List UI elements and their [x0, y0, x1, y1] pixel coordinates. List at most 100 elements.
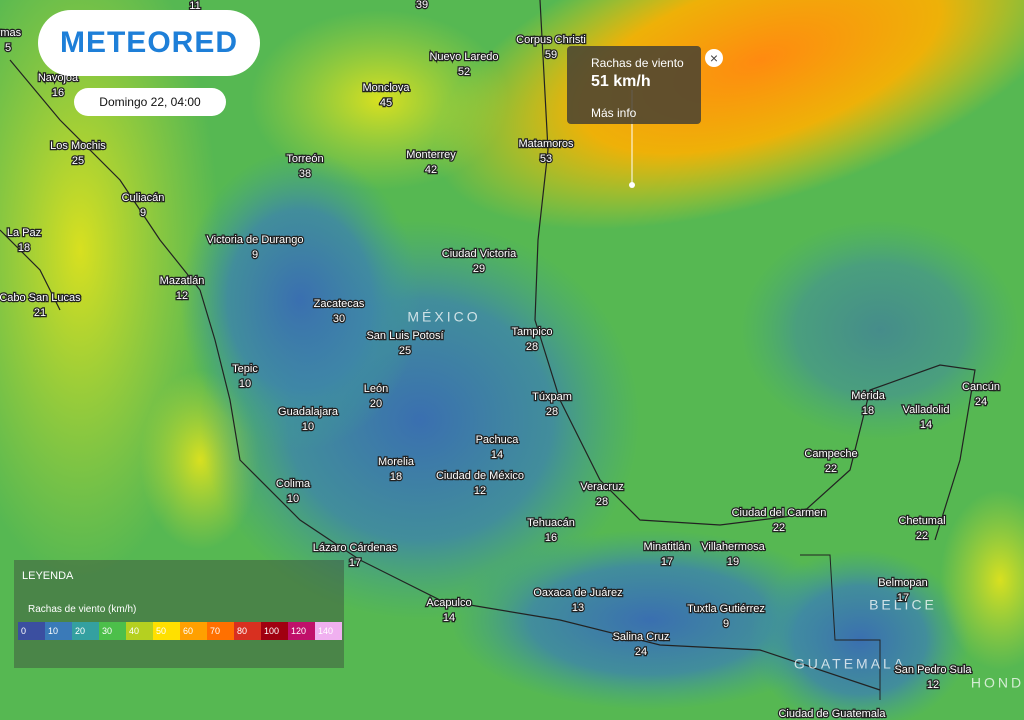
legend-tick: 20	[72, 622, 99, 640]
country-label: BELICE	[869, 597, 937, 613]
wind-area	[250, 10, 510, 190]
city-name: Corpus Christi	[516, 34, 586, 46]
coastline	[534, 0, 976, 541]
city-value: 22	[916, 530, 928, 542]
city-name: Ciudad de México	[436, 470, 524, 482]
city-name: Cabo San Lucas	[0, 292, 81, 304]
legend-tick: 80	[234, 622, 261, 640]
city-value: 18	[390, 471, 402, 483]
legend-tick: 30	[99, 622, 126, 640]
city-value: 52	[458, 66, 470, 78]
city-value: 9	[252, 249, 258, 261]
city-value: 25	[399, 345, 411, 357]
city-value: 19	[727, 556, 739, 568]
city-value: 28	[596, 496, 608, 508]
city-name: Victoria de Durango	[206, 234, 303, 246]
city-name: Minatitlán	[643, 541, 690, 553]
city-name: San Luis Potosí	[366, 330, 443, 342]
city-value: 39	[416, 0, 428, 11]
city-name: Ciudad Victoria	[442, 248, 517, 260]
city-name: San Pedro Sula	[894, 664, 972, 676]
city-name: Salina Cruz	[613, 631, 670, 643]
legend-tick: 10	[45, 622, 72, 640]
city-name: Pachuca	[476, 434, 520, 446]
city-name: Guadalajara	[278, 406, 339, 418]
date-pill[interactable]: Domingo 22, 04:00	[74, 88, 226, 116]
legend-scale: 0 10 20 30 40 50 60 70 80 100 120 140	[18, 622, 342, 640]
wind-area	[940, 490, 1024, 670]
legend-tick: 70	[207, 622, 234, 640]
coastline	[199, 289, 881, 691]
city-name: Belmopan	[878, 577, 928, 589]
city-value: 25	[72, 155, 84, 167]
city-value: 14	[491, 449, 503, 461]
city-name: Villahermosa	[701, 541, 765, 553]
city-value: 16	[545, 532, 557, 544]
close-button[interactable]: ×	[705, 49, 723, 67]
tooltip: Rachas de viento 51 km/h Más info ×	[567, 46, 723, 124]
city-value: 18	[862, 405, 874, 417]
legend-tick: 40	[126, 622, 153, 640]
city-name: Mazatlán	[160, 275, 205, 287]
city-name: Culiacán	[122, 192, 165, 204]
city-name: Tuxtla Gutiérrez	[687, 603, 765, 615]
city-name: Monclova	[362, 82, 410, 94]
city-name: Ciudad de Guatemala	[778, 708, 886, 720]
more-info[interactable]: Más info	[591, 106, 637, 120]
city-value: 24	[635, 646, 647, 658]
city-value: 59	[545, 49, 557, 61]
city-value: 12	[474, 485, 486, 497]
wind-area	[740, 220, 1020, 440]
city-name: Monterrey	[406, 149, 456, 161]
city-value: 18	[18, 242, 30, 254]
coastline	[0, 59, 201, 311]
city-value: 17	[897, 592, 909, 604]
city-name: Cancún	[962, 381, 1000, 393]
city-name: ymas	[0, 27, 22, 39]
city-value: 22	[773, 522, 785, 534]
city-value: 38	[299, 168, 311, 180]
city-value: 29	[473, 263, 485, 275]
city-value: 13	[572, 602, 584, 614]
city-value: 20	[370, 398, 382, 410]
logo[interactable]: METEORED	[38, 10, 260, 76]
city-name: Zacatecas	[314, 298, 365, 310]
city-value: 10	[302, 421, 314, 433]
tooltip-value: 51 km/h	[591, 73, 651, 90]
city-value: 28	[526, 341, 538, 353]
city-name: Acapulco	[426, 597, 471, 609]
city-value: 10	[239, 378, 251, 390]
city-value: 53	[540, 153, 552, 165]
city-name: Tampico	[512, 326, 553, 338]
city-name: Chetumal	[898, 515, 945, 527]
city-value: 10	[287, 493, 299, 505]
city-value: 28	[546, 406, 558, 418]
city-name: Lázaro Cárdenas	[313, 542, 398, 554]
wind-area	[180, 150, 420, 450]
city-value: 9	[140, 207, 146, 219]
city-name: Veracruz	[580, 481, 623, 493]
legend-tick: 100	[261, 622, 288, 640]
city-value: 24	[975, 396, 987, 408]
legend: LEYENDA Rachas de viento (km/h) 0 10 20 30 4…	[14, 560, 344, 668]
city-name: Mérida	[851, 390, 886, 402]
city-value: 12	[927, 679, 939, 691]
city-value: 11	[189, 0, 200, 12]
legend-tick: 50	[153, 622, 180, 640]
city-name: Los Mochis	[50, 140, 106, 152]
border	[800, 554, 881, 700]
city-name: Oaxaca de Juárez	[533, 587, 622, 599]
city-name: Nuevo Laredo	[429, 51, 498, 63]
country-label: HONDU	[971, 675, 1024, 691]
wind-area	[433, 0, 1024, 230]
city-value: 14	[920, 419, 932, 431]
city-value: 17	[349, 557, 361, 569]
legend-tick: 0	[18, 622, 45, 640]
legend-heading: LEYENDA	[22, 570, 74, 582]
country-label: MÉXICO	[407, 309, 480, 325]
city-value: 16	[52, 87, 64, 99]
city-value: 45	[380, 97, 392, 109]
pointer-dot	[629, 182, 635, 188]
tooltip-title: Rachas de viento	[591, 56, 684, 70]
